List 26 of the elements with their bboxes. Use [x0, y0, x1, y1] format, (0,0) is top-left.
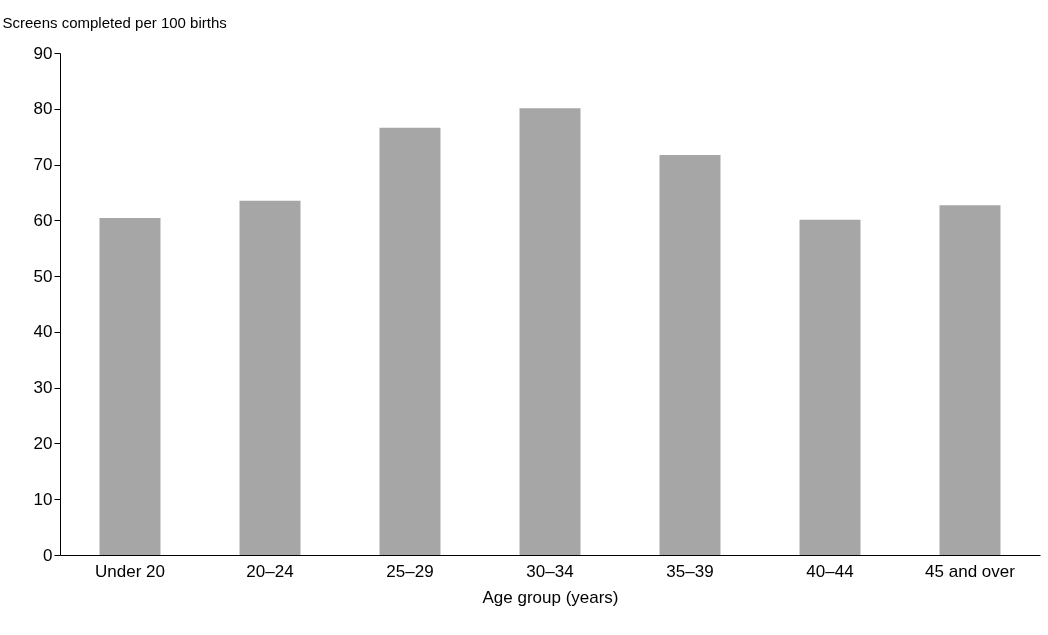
x-axis-title: Age group (years) [482, 587, 619, 607]
y-tick-label: 40 [33, 322, 53, 342]
bar [379, 127, 441, 555]
y-tick-label: 50 [33, 266, 53, 286]
x-tick-label: 40–44 [806, 561, 854, 581]
y-tick-label: 90 [33, 43, 53, 63]
bar [939, 205, 1001, 555]
bar [519, 108, 581, 555]
bar [659, 155, 721, 555]
y-tick-label: 20 [33, 433, 53, 453]
y-tick-label: 70 [33, 155, 53, 175]
y-tick-label: 0 [43, 545, 53, 565]
y-tick-label: 80 [33, 99, 53, 119]
bar [799, 219, 861, 555]
bar [239, 200, 301, 555]
x-tick-label: 35–39 [666, 561, 714, 581]
bar [99, 218, 161, 555]
x-tick-label: 45 and over [925, 561, 1016, 581]
y-axis-title: Screens completed per 100 births [2, 13, 227, 31]
x-tick-label: Under 20 [95, 561, 165, 581]
y-tick-label: 30 [33, 378, 53, 398]
y-tick-label: 10 [33, 489, 53, 509]
x-tick-label: 20–24 [246, 561, 294, 581]
x-tick-label: 30–34 [526, 561, 574, 581]
x-tick-label: 25–29 [386, 561, 434, 581]
y-tick-label: 60 [33, 210, 53, 230]
